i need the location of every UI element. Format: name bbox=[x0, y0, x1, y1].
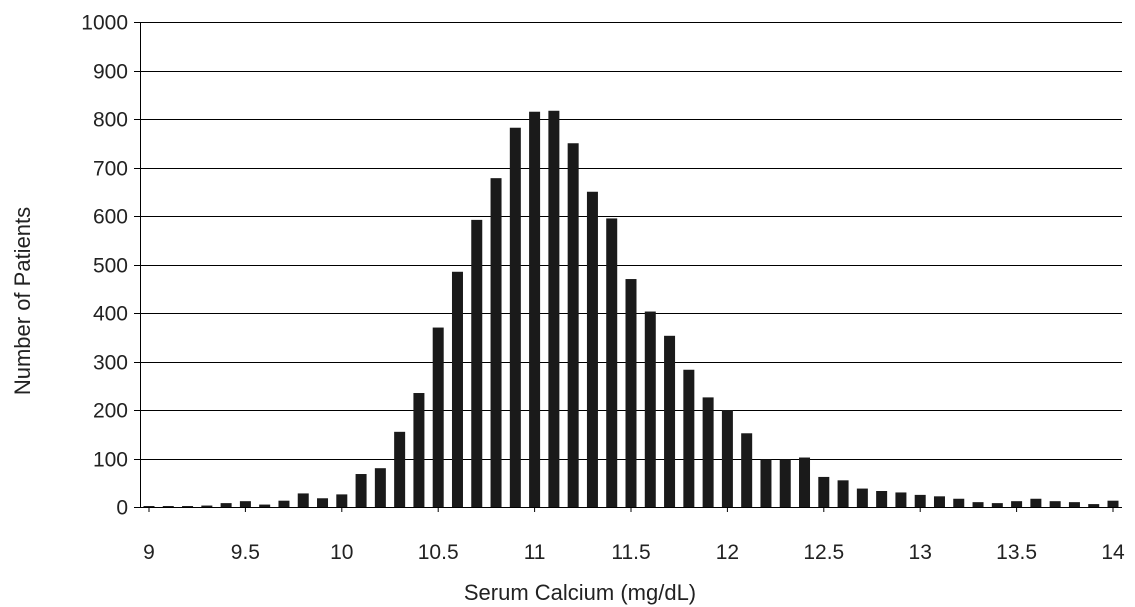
y-tick-label: 600 bbox=[93, 206, 128, 229]
y-tick-label: 400 bbox=[93, 303, 128, 326]
axes bbox=[134, 22, 1122, 512]
x-tick-label: 14 bbox=[1101, 541, 1125, 564]
bar bbox=[548, 110, 560, 507]
bar bbox=[1030, 498, 1042, 507]
bar bbox=[683, 369, 695, 507]
x-tick-label: 13 bbox=[909, 541, 932, 564]
bar bbox=[972, 502, 984, 507]
bar bbox=[702, 397, 714, 507]
tick-labels: 0 100 200 300 400 500 600 700 800 900 1000 9 9.5 10 10… bbox=[81, 12, 1125, 565]
x-tick-label: 11 bbox=[524, 541, 546, 564]
bar bbox=[317, 498, 329, 507]
bar bbox=[374, 468, 386, 507]
bar bbox=[490, 178, 502, 508]
bar bbox=[297, 493, 309, 507]
bar bbox=[1011, 501, 1023, 507]
bar bbox=[529, 111, 541, 507]
bar bbox=[856, 488, 868, 507]
bar bbox=[953, 498, 965, 507]
bars bbox=[143, 110, 1119, 508]
bar bbox=[451, 271, 463, 507]
bar bbox=[606, 218, 618, 507]
bar bbox=[162, 506, 174, 507]
x-axis-title: Serum Calcium (mg/dL) bbox=[464, 580, 696, 605]
bar bbox=[355, 474, 367, 507]
bar bbox=[1107, 500, 1119, 507]
bar bbox=[895, 492, 907, 507]
bar bbox=[818, 476, 830, 507]
bar bbox=[182, 506, 194, 507]
bar bbox=[991, 503, 1003, 507]
bar bbox=[220, 503, 232, 507]
bar bbox=[1068, 502, 1080, 507]
bar bbox=[664, 335, 676, 507]
y-tick-label: 500 bbox=[93, 255, 128, 278]
bar bbox=[239, 501, 251, 507]
y-tick-label: 300 bbox=[93, 352, 128, 375]
bar bbox=[625, 279, 637, 507]
bar bbox=[259, 504, 271, 507]
y-tick-label: 700 bbox=[93, 158, 128, 181]
bar bbox=[586, 191, 598, 507]
bar bbox=[779, 459, 791, 507]
y-tick-label: 900 bbox=[93, 61, 128, 84]
bar bbox=[432, 327, 444, 507]
x-tick-label: 12 bbox=[716, 541, 739, 564]
x-tick-label: 11.5 bbox=[611, 541, 650, 564]
bar bbox=[914, 494, 926, 508]
x-tick-label: 13.5 bbox=[996, 541, 1037, 564]
bar bbox=[760, 459, 772, 507]
bar bbox=[509, 127, 521, 507]
bar bbox=[799, 457, 811, 507]
bar bbox=[741, 433, 753, 507]
y-tick-label: 100 bbox=[93, 449, 128, 472]
y-tick-label: 200 bbox=[93, 400, 128, 423]
bar bbox=[876, 491, 888, 507]
y-tick-label: 1000 bbox=[81, 12, 128, 35]
bar bbox=[721, 410, 733, 507]
bar bbox=[837, 480, 849, 507]
y-axis-title: Number of Patients bbox=[10, 207, 35, 395]
bar bbox=[394, 431, 406, 507]
bar bbox=[413, 393, 425, 507]
x-tick-label: 9 bbox=[143, 541, 155, 564]
x-tick-label: 9.5 bbox=[231, 541, 260, 564]
bar bbox=[933, 496, 945, 507]
x-tick-label: 10.5 bbox=[418, 541, 459, 564]
y-tick-label: 0 bbox=[116, 497, 128, 520]
bar bbox=[567, 143, 579, 507]
x-tick-label: 10 bbox=[330, 541, 353, 564]
y-tick-label: 800 bbox=[93, 109, 128, 132]
gridlines bbox=[140, 22, 1122, 460]
bar bbox=[1088, 504, 1100, 507]
bar bbox=[1049, 501, 1061, 507]
bar bbox=[201, 505, 213, 507]
bar bbox=[644, 311, 656, 507]
bar bbox=[336, 494, 348, 507]
x-tick-label: 12.5 bbox=[803, 541, 844, 564]
bar bbox=[143, 506, 155, 507]
bar bbox=[278, 500, 290, 507]
bar bbox=[471, 219, 483, 507]
